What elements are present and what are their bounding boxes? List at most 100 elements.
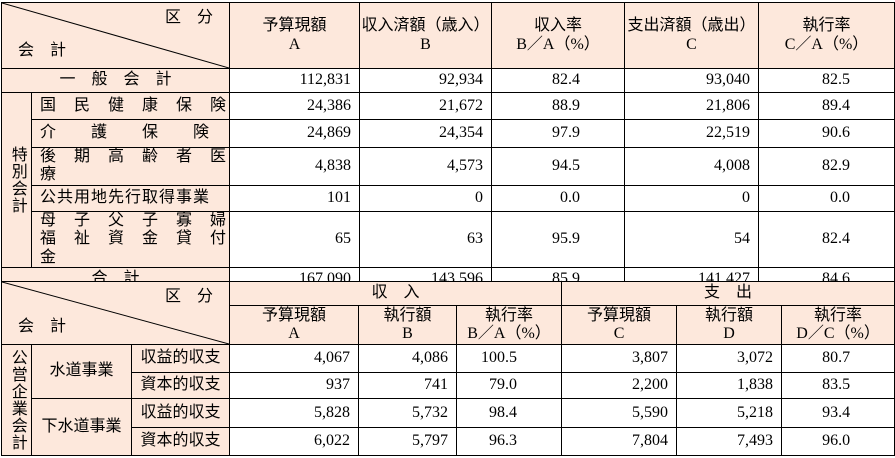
row: 資本的収支 937 741 79.0 2,200 1,838 83.5 (2, 372, 895, 399)
label-line: 国 民 健 康 保 険 (40, 96, 228, 114)
header-title: 予算現額 (262, 17, 327, 35)
header-title: 執行額 (705, 306, 754, 324)
header-title: 執行率 (814, 306, 863, 324)
value-cell: 1,838 (676, 372, 783, 399)
column-header: 執行率 D／C（%） (781, 305, 895, 345)
row: 資本的収支 6,022 5,797 96.3 7,804 7,493 96.0 (2, 427, 895, 456)
diagonal (2, 282, 229, 344)
row: 公営企業会計 水道事業 収益的収支 4,067 4,086 100.5 3,807 3,072… (1, 344, 895, 456)
value-cell: 5,218 (676, 398, 783, 428)
budget-table: 区 分会 計予算現額 A 収入済額（歳入） B 収入率 B／A（%） 支出済額（歳出） C 執行… (1, 2, 895, 292)
value-cell: 63 (359, 210, 492, 268)
business-label: 下水道事業 (31, 398, 132, 456)
group-label: 特別会計 (1, 92, 32, 268)
row-label: 介 護 保 険 (31, 119, 230, 148)
corner-cell: 区 分会 計 (1, 2, 230, 69)
value-cell: 4,067 (229, 344, 360, 373)
header-title: 執行額 (383, 306, 432, 324)
column-header: 収入率 B／A（%） (491, 2, 625, 69)
value-cell: 92,934 (359, 68, 492, 93)
group-header: 支 出 (561, 281, 895, 306)
value-cell: 97.9 (491, 119, 625, 148)
label-line: 公共用地先行取得事業 (40, 189, 211, 207)
header-title: 執行率 (802, 17, 851, 35)
value-cell: 0 (624, 184, 759, 212)
value-cell: 5,797 (358, 427, 458, 456)
value-cell: 3,807 (561, 344, 678, 373)
value-cell: 93.4 (781, 398, 895, 428)
group-header: 収 入 (229, 281, 563, 306)
value-cell: 0 (359, 184, 492, 212)
column-header: 予算現額 A (229, 2, 360, 69)
column-header: 予算現額 C (561, 305, 678, 345)
value-cell: 54 (624, 210, 759, 268)
row-label: 資本的収支 (130, 427, 231, 456)
value-cell: 94.5 (491, 147, 625, 186)
column-header: 予算現額 A (229, 305, 360, 345)
section-label: 区 分 (165, 288, 214, 305)
row: 後 期 高 齢 者 医 療 4,838 4,573 94.5 4,008 82.9 (2, 147, 895, 186)
value-cell: 7,804 (561, 427, 678, 456)
value-cell: 82.4 (758, 210, 895, 268)
header-title: 支出済額（歳出） (627, 17, 756, 35)
header-code: A (288, 325, 300, 342)
row-label: 国 民 健 康 保 険 (31, 92, 230, 120)
header-code: D (723, 325, 735, 342)
header-code: B (402, 325, 413, 342)
row-label: 公共用地先行取得事業 (31, 184, 230, 212)
row-label: 一 般 会 計 (1, 68, 230, 93)
header-code: B／A（%） (516, 35, 600, 53)
row: 下水道事業 収益的収支 5,828 5,732 98.4 5,590 5,218 93.4 (2, 398, 895, 456)
value-cell: 741 (358, 372, 458, 399)
row: 母 子 父 子 寡 婦福 祉 資 金 貸 付 金 65 63 95.9 54 82.4 (2, 210, 895, 268)
value-cell: 4,086 (358, 344, 458, 373)
value-cell: 4,008 (624, 147, 759, 186)
value-cell: 6,022 (229, 427, 360, 456)
value-cell: 4,573 (359, 147, 492, 186)
value-cell: 90.6 (758, 119, 895, 148)
column-header: 執行額 B (358, 305, 458, 345)
header-row: 区 分会 計予算現額 A 収入済額（歳入） B 収入率 B／A（%） 支出済額（歳出） C 執行… (1, 2, 895, 69)
value-cell: 65 (229, 210, 360, 268)
value-cell: 937 (229, 372, 360, 399)
header-title: 収入率 (533, 17, 582, 35)
column-header: 執行率 C／A（%） (758, 2, 895, 69)
value-cell: 2,200 (561, 372, 678, 399)
value-cell: 21,806 (624, 92, 759, 120)
value-cell: 5,828 (229, 398, 360, 428)
column-header: 支出済額（歳出） C (624, 2, 759, 69)
value-cell: 95.9 (491, 210, 625, 268)
value-cell: 22,519 (624, 119, 759, 148)
value-cell: 3,072 (676, 344, 783, 373)
label-line: 母 子 父 子 寡 婦 (40, 211, 228, 229)
diagonal (2, 3, 229, 68)
header-code: C (686, 35, 697, 53)
value-cell: 5,732 (358, 398, 458, 428)
label-line: 福 祉 資 金 貸 付 金 (40, 230, 229, 266)
value-cell: 83.5 (781, 372, 895, 399)
value-cell: 96.3 (456, 427, 563, 456)
column-header: 執行額 D (676, 305, 783, 345)
corner-cell: 区 分会 計 (0, 281, 231, 345)
row-label: 母 子 父 子 寡 婦福 祉 資 金 貸 付 金 (31, 210, 230, 268)
row-label: 収益的収支 (130, 344, 231, 373)
row-label: 資本的収支 (130, 372, 231, 399)
header-code: C (613, 325, 625, 342)
value-cell: 24,386 (229, 92, 360, 120)
column-header: 収入済額（歳入） B (359, 2, 492, 69)
section-label: 区 分 (164, 9, 213, 26)
value-cell: 82.5 (758, 68, 895, 93)
value-cell: 101 (229, 184, 360, 212)
business-label: 水道事業 (31, 344, 132, 399)
value-cell: 24,869 (229, 119, 360, 148)
value-cell: 98.4 (456, 398, 563, 428)
label-line: 介 護 保 険 (40, 124, 211, 142)
header-title: 収入済額（歳入） (361, 17, 490, 35)
value-cell: 79.0 (456, 372, 563, 399)
value-cell: 112,831 (229, 68, 360, 93)
enterprise-table: 区 分会 計収 入支 出予算現額 A 執行額 B 執行率 B／A（%） 予算現額 C 執行額 D 執… (0, 281, 895, 456)
row: 一 般 会 計 112,831 92,934 82.4 93,040 82.5 (1, 68, 895, 93)
header-code: B (420, 35, 431, 53)
header-code: B／A（%） (467, 325, 551, 342)
